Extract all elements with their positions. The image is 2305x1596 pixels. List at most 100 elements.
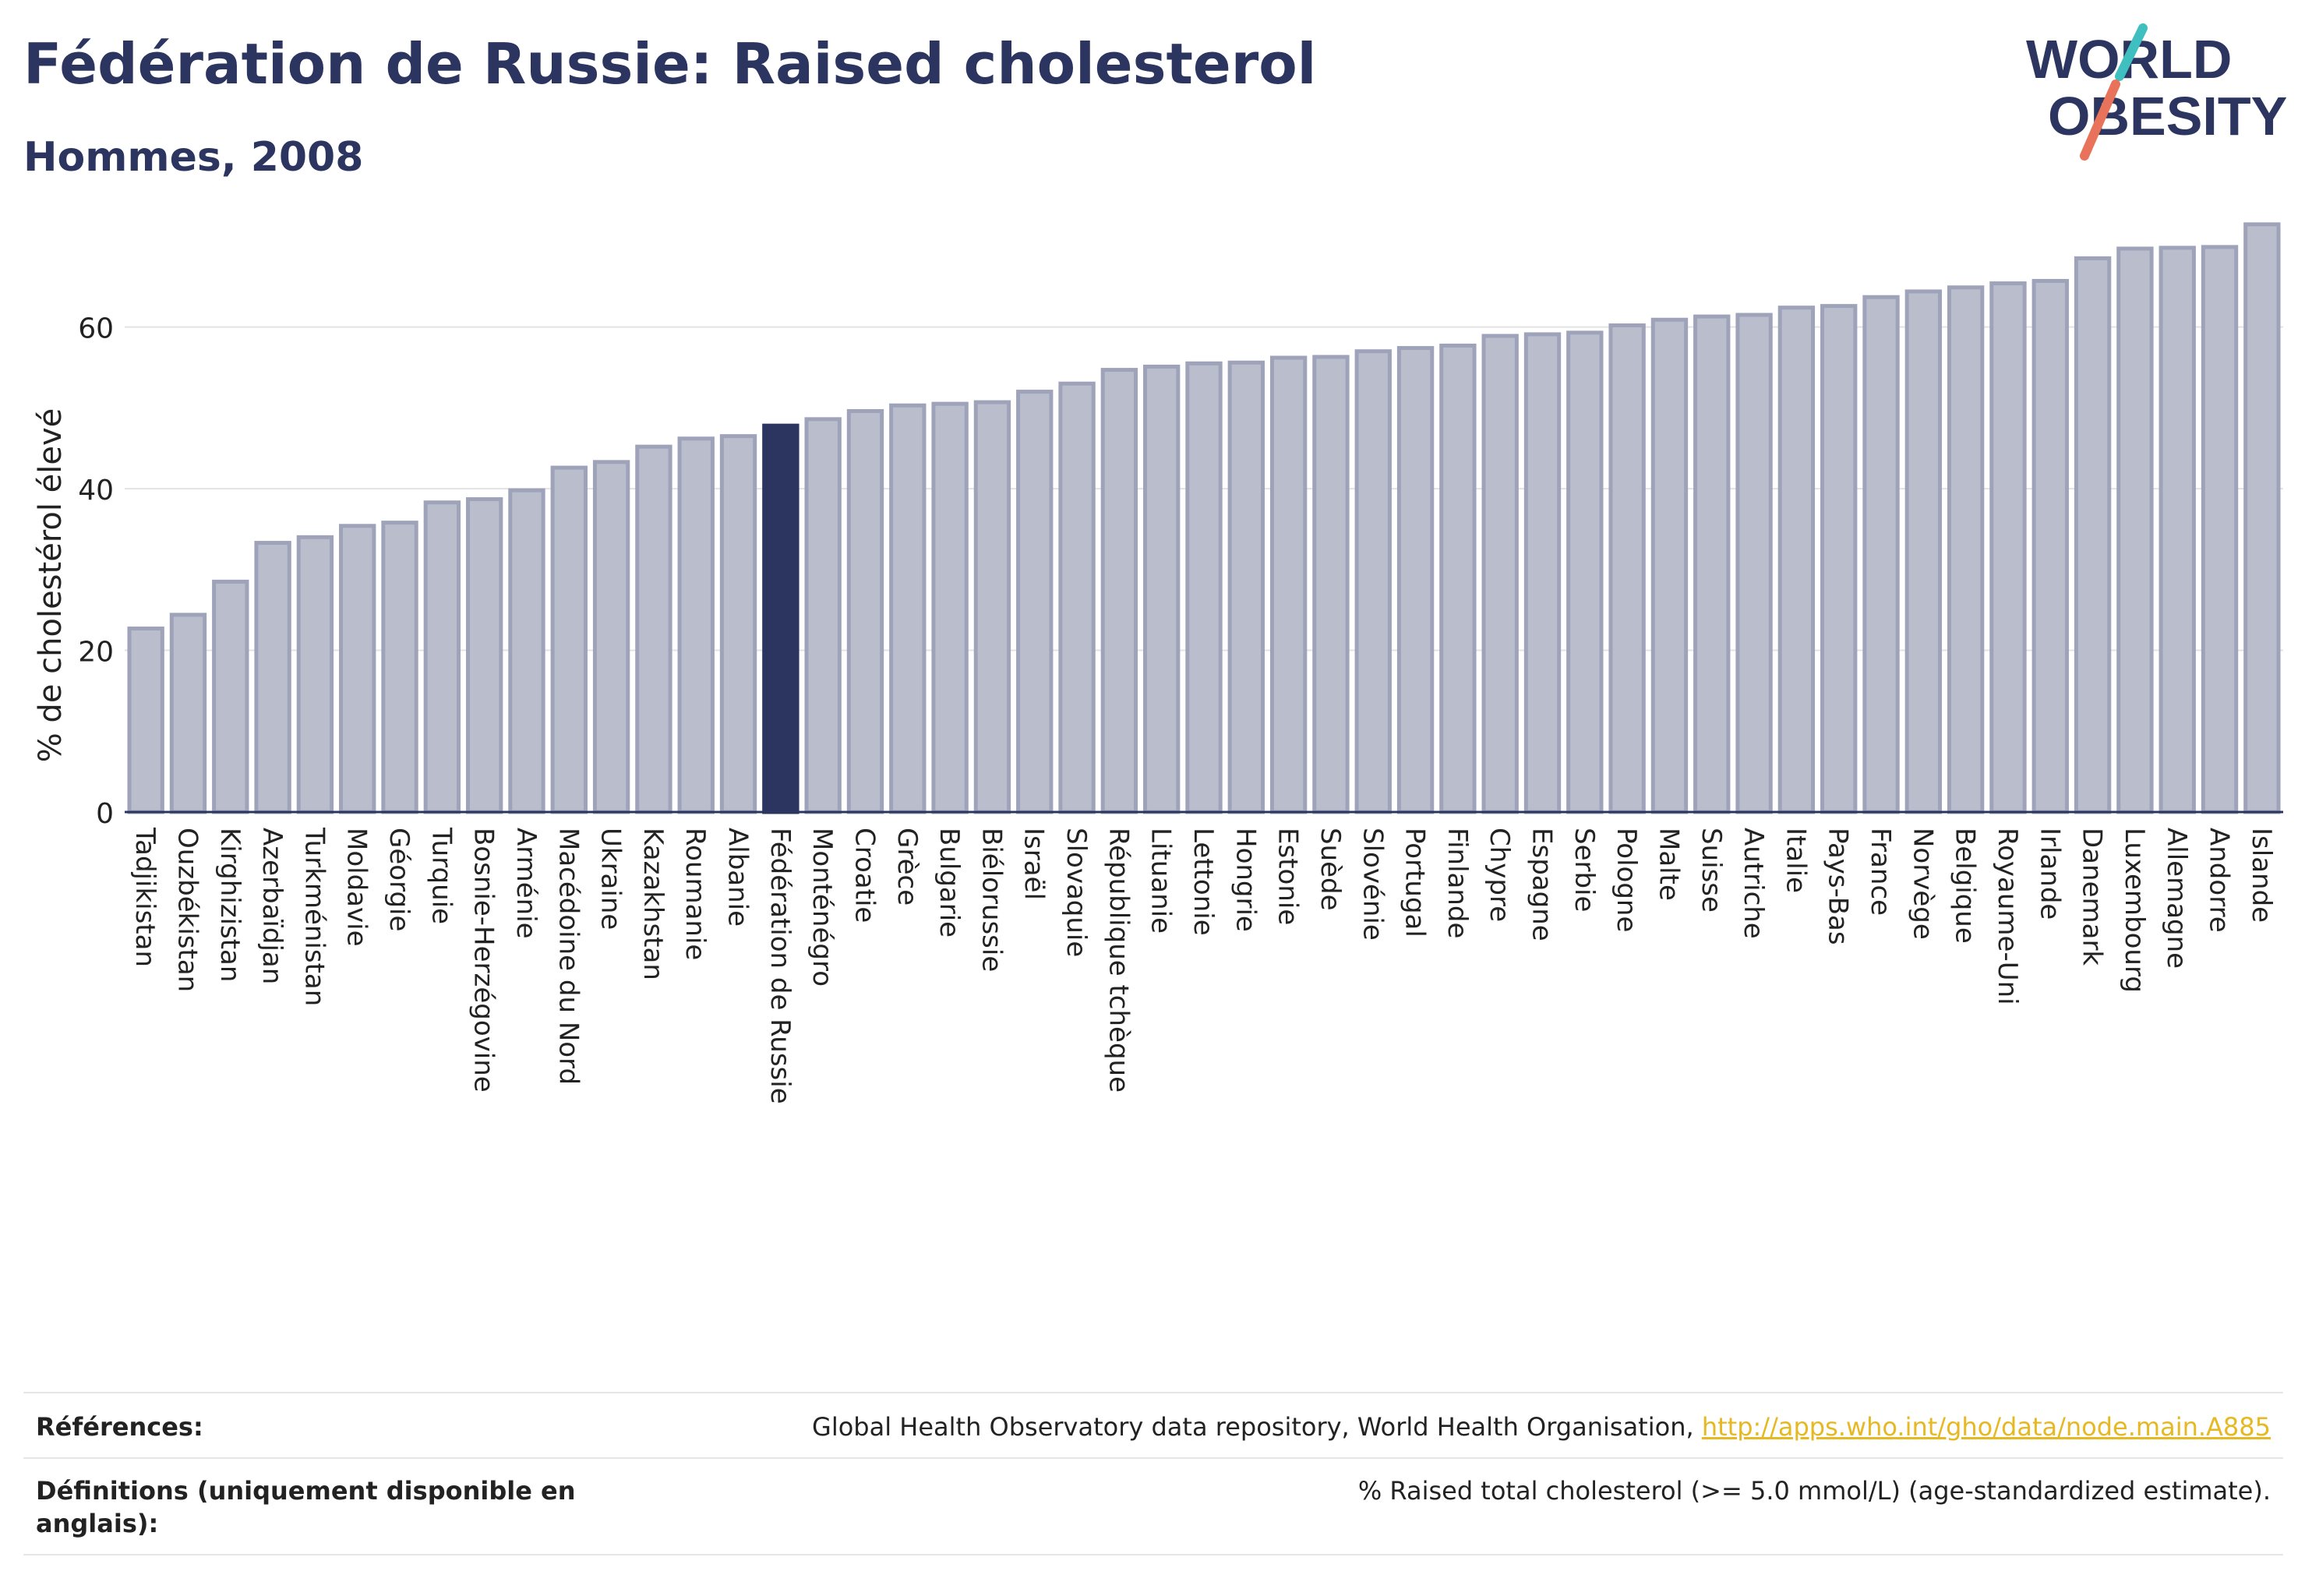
- bar-48: [2159, 245, 2196, 814]
- bar-25: [1185, 361, 1223, 814]
- bar-8: [465, 497, 503, 814]
- bar-20: [973, 400, 1011, 814]
- bar-40: [1820, 304, 1858, 814]
- x-tick-label-28: Suède: [1315, 828, 1346, 911]
- x-tick-label-17: Croatie: [849, 828, 880, 923]
- y-tick-label-3: 60: [78, 313, 114, 345]
- logo-slash-teal: [2115, 23, 2148, 81]
- bar-7: [423, 500, 461, 814]
- bar-19: [931, 401, 969, 814]
- x-tick-label-18: Grèce: [891, 828, 923, 906]
- x-tick-label-13: Roumanie: [679, 828, 711, 960]
- bar-0: [127, 627, 164, 814]
- bar-31: [1439, 343, 1477, 814]
- x-tick-label-23: République tchèque: [1103, 828, 1134, 1093]
- bar-32: [1481, 334, 1519, 814]
- x-tick-label-35: Pologne: [1611, 828, 1642, 932]
- bar-18: [889, 403, 927, 814]
- x-tick-label-0: Tadjikistan: [129, 827, 161, 967]
- x-tick-label-26: Hongrie: [1230, 828, 1261, 932]
- x-tick-label-39: Italie: [1780, 828, 1811, 893]
- x-tick-label-38: Autriche: [1738, 828, 1769, 939]
- y-tick-label-2: 40: [78, 475, 114, 507]
- definitions-value: % Raised total cholesterol (>= 5.0 mmol/…: [1357, 1476, 2271, 1506]
- definitions-label: Définitions (uniquement disponible en an…: [36, 1474, 576, 1540]
- x-tick-label-50: Islande: [2246, 828, 2277, 923]
- x-tick-label-8: Bosnie-Herzégovine: [468, 828, 499, 1093]
- x-tick-label-27: Estonie: [1273, 828, 1304, 925]
- bar-4: [296, 535, 334, 814]
- x-tick-label-12: Kazakhstan: [637, 828, 669, 980]
- bar-45: [2031, 278, 2069, 814]
- definitions-label-line-2: anglais):: [36, 1509, 159, 1538]
- bar-6: [381, 521, 418, 814]
- bar-50: [2243, 222, 2281, 814]
- x-tick-label-24: Lituanie: [1145, 828, 1177, 934]
- bar-14: [719, 434, 757, 814]
- footer-table: Références: Global Health Observatory da…: [23, 1392, 2283, 1560]
- bar-21: [1016, 390, 1054, 814]
- x-tick-label-34: Serbie: [1569, 828, 1600, 912]
- x-tick-label-15: Fédération de Russie: [764, 828, 796, 1104]
- bar-27: [1269, 355, 1308, 814]
- y-axis-title: % de cholestérol élevé: [33, 408, 69, 763]
- bar-47: [2116, 246, 2154, 814]
- x-tick-label-22: Slovaquie: [1061, 828, 1092, 957]
- references-text: Global Health Observatory data repositor…: [812, 1412, 1702, 1442]
- x-tick-label-46: Danemark: [2077, 828, 2108, 966]
- x-tick-label-9: Arménie: [510, 828, 542, 939]
- bar-1: [169, 613, 207, 814]
- bar-36: [1650, 317, 1689, 814]
- x-tick-label-29: Slovénie: [1357, 828, 1388, 941]
- bar-15: [762, 423, 800, 814]
- references-label: Références:: [36, 1412, 203, 1442]
- x-tick-label-1: Ouzbékistan: [171, 828, 203, 992]
- bar-chart: 0 20 40 60 % de cholestérol élevé Tadjikistan…: [33, 222, 2283, 1104]
- bar-38: [1735, 312, 1773, 814]
- x-tick-label-47: Luxembourg: [2119, 828, 2150, 993]
- x-tick-label-3: Azerbaïdjan: [256, 828, 288, 984]
- bar-22: [1058, 381, 1096, 814]
- bar-39: [1777, 305, 1816, 814]
- x-tick-label-5: Moldavie: [341, 828, 372, 947]
- x-tick-label-45: Irlande: [2034, 828, 2065, 920]
- x-tick-label-20: Biélorussie: [976, 828, 1007, 972]
- bar-17: [846, 408, 884, 814]
- world-obesity-logo: WORLD OBESITY: [2026, 23, 2287, 161]
- x-tick-label-42: Norvège: [1907, 828, 1938, 940]
- x-tick-label-4: Turkménistan: [298, 827, 330, 1006]
- x-tick-label-31: Finlande: [1442, 828, 1473, 938]
- x-tick-label-19: Bulgarie: [934, 828, 965, 937]
- bar-26: [1227, 360, 1265, 814]
- references-link[interactable]: http://apps.who.int/gho/data/node.main.A…: [1701, 1412, 2271, 1442]
- bar-44: [1989, 281, 2027, 814]
- bar-13: [677, 436, 715, 814]
- bar-3: [254, 541, 291, 814]
- x-tick-label-32: Chypre: [1484, 828, 1515, 922]
- bar-5: [339, 524, 376, 814]
- bar-28: [1312, 355, 1350, 814]
- x-tick-label-30: Portugal: [1400, 828, 1431, 937]
- y-tick-label-0: 0: [96, 798, 114, 830]
- bar-33: [1523, 332, 1562, 814]
- x-tick-label-37: Suisse: [1696, 828, 1727, 913]
- bar-34: [1566, 330, 1604, 814]
- bar-16: [804, 417, 842, 814]
- references-value: Global Health Observatory data repositor…: [812, 1411, 2271, 1443]
- bar-49: [2201, 245, 2239, 814]
- x-tick-label-14: Albanie: [722, 828, 754, 927]
- x-tick-label-7: Turquie: [425, 827, 457, 924]
- bar-2: [212, 579, 249, 814]
- bar-46: [2074, 256, 2112, 814]
- definitions-label-line-1: Définitions (uniquement disponible en: [36, 1476, 576, 1506]
- bar-30: [1396, 346, 1435, 814]
- x-tick-label-25: Lettonie: [1188, 828, 1219, 936]
- bar-29: [1354, 349, 1392, 814]
- bar-9: [508, 488, 545, 814]
- x-tick-label-43: Belgique: [1950, 828, 1981, 944]
- x-tick-label-49: Andorre: [2204, 828, 2235, 933]
- x-tick-label-44: Royaume-Uni: [1992, 828, 2023, 1005]
- x-tick-label-48: Allemagne: [2161, 828, 2192, 969]
- bar-41: [1862, 295, 1900, 814]
- page-title: Fédération de Russie: Raised cholesterol: [23, 31, 1317, 97]
